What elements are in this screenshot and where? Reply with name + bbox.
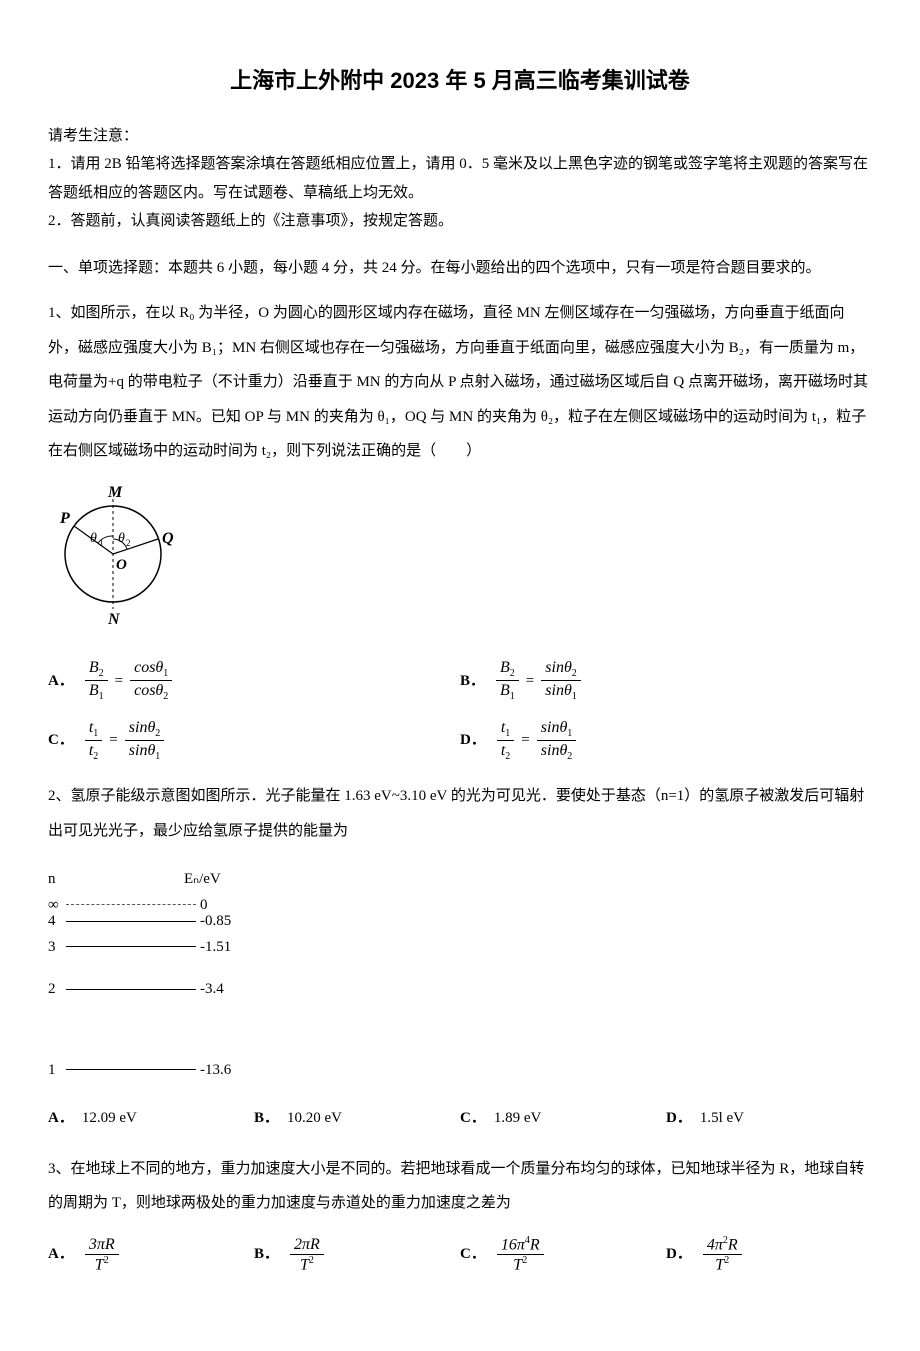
- q3-option-C: C． 16π4R T2: [460, 1235, 666, 1275]
- question-3-text: 3、在地球上不同的地方，重力加速度大小是不同的。若把地球看成一个质量分布均匀的球…: [48, 1152, 872, 1221]
- question-1-diagram: M N P Q O θ 1 θ 2: [48, 479, 872, 643]
- instructions-line1: 1．请用 2B 铅笔将选择题答案涂填在答题纸相应位置上，请用 0．5 毫米及以上…: [48, 150, 872, 207]
- q1-option-A: A． B2 B1 = cosθ1 cosθ2: [48, 658, 460, 703]
- energy-header-e: Eₙ/eV: [184, 862, 221, 897]
- energy-header-n: n: [48, 862, 66, 897]
- q1-option-B: B． B2 B1 = sinθ2 sinθ1: [460, 658, 872, 703]
- instructions-lead: 请考生注意：: [48, 122, 872, 151]
- question-3: 3、在地球上不同的地方，重力加速度大小是不同的。若把地球看成一个质量分布均匀的球…: [48, 1152, 872, 1275]
- q1-optB-label: B．: [460, 664, 485, 699]
- energy-n-4: 4: [48, 913, 66, 930]
- question-1: 1、如图所示，在以 R₀ 为半径，O 为圆心的圆形区域内存在磁场，直径 MN 左…: [48, 296, 872, 763]
- label-O: O: [116, 557, 127, 573]
- q3-option-A: A． 3πR T2: [48, 1235, 254, 1275]
- instructions-line2: 2．答题前，认真阅读答题纸上的《注意事项》，按规定答题。: [48, 207, 872, 236]
- energy-val-085: -0.85: [200, 913, 231, 930]
- energy-val-0: 0: [200, 897, 208, 914]
- q1-optD-label: D．: [460, 723, 486, 758]
- energy-val-136: -13.6: [200, 1053, 231, 1088]
- question-1-options-row1: A． B2 B1 = cosθ1 cosθ2 B． B2 B1 = sinθ2 …: [48, 658, 872, 703]
- label-M: M: [107, 484, 123, 501]
- q3-option-D: D． 4π2R T2: [666, 1235, 872, 1275]
- q1-option-C: C． t1 t2 = sinθ2 sinθ1: [48, 718, 460, 763]
- q3-option-B: B． 2πR T2: [254, 1235, 460, 1275]
- q1-optC-label: C．: [48, 723, 74, 758]
- energy-n-1: 1: [48, 1053, 66, 1088]
- section-1-header: 一、单项选择题：本题共 6 小题，每小题 4 分，共 24 分。在每小题给出的四…: [48, 254, 872, 283]
- energy-n-3: 3: [48, 930, 66, 965]
- instructions-block: 请考生注意： 1．请用 2B 铅笔将选择题答案涂填在答题纸相应位置上，请用 0．…: [48, 122, 872, 236]
- question-2-options: A．12.09 eV B．10.20 eV C．1.89 eV D．1.5l e…: [48, 1101, 872, 1136]
- svg-text:1: 1: [99, 538, 104, 548]
- label-P: P: [59, 510, 70, 527]
- svg-text:θ: θ: [118, 531, 125, 546]
- question-1-text: 1、如图所示，在以 R₀ 为半径，O 为圆心的圆形区域内存在磁场，直径 MN 左…: [48, 296, 872, 469]
- energy-val-151: -1.51: [200, 930, 231, 965]
- question-1-options-row2: C． t1 t2 = sinθ2 sinθ1 D． t1 t2 = sinθ1 …: [48, 718, 872, 763]
- energy-n-2: 2: [48, 972, 66, 1007]
- label-N: N: [107, 611, 121, 628]
- question-2: 2、氢原子能级示意图如图所示．光子能量在 1.63 eV~3.10 eV 的光为…: [48, 779, 872, 1136]
- q2-option-C: C．1.89 eV: [460, 1101, 666, 1136]
- energy-val-34: -3.4: [200, 972, 224, 1007]
- question-3-options: A． 3πR T2 B． 2πR T2 C． 16π4R T2 D． 4π2R: [48, 1235, 872, 1275]
- q2-option-D: D．1.5l eV: [666, 1101, 872, 1136]
- question-2-text: 2、氢原子能级示意图如图所示．光子能量在 1.63 eV~3.10 eV 的光为…: [48, 779, 872, 848]
- svg-text:2: 2: [126, 538, 131, 548]
- q2-option-A: A．12.09 eV: [48, 1101, 254, 1136]
- energy-level-diagram: n Eₙ/eV ∞ 0 4 -0.85 3 -1.51 2 -3.4 1 -13…: [48, 862, 872, 1087]
- page-title: 上海市上外附中 2023 年 5 月高三临考集训试卷: [48, 60, 872, 102]
- label-Q: Q: [162, 530, 174, 547]
- svg-text:θ: θ: [90, 531, 97, 546]
- q1-optA-label: A．: [48, 664, 74, 699]
- energy-n-inf: ∞: [48, 897, 66, 914]
- q2-option-B: B．10.20 eV: [254, 1101, 460, 1136]
- q1-option-D: D． t1 t2 = sinθ1 sinθ2: [460, 718, 872, 763]
